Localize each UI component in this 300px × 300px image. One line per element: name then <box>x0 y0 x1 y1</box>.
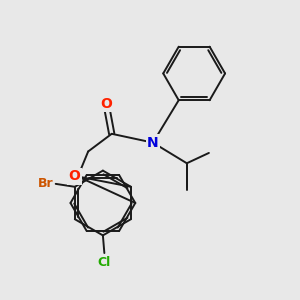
Text: Br: Br <box>38 177 53 190</box>
Text: O: O <box>68 169 80 184</box>
Text: O: O <box>100 97 112 111</box>
Text: Cl: Cl <box>98 256 111 269</box>
Text: N: N <box>147 136 159 150</box>
